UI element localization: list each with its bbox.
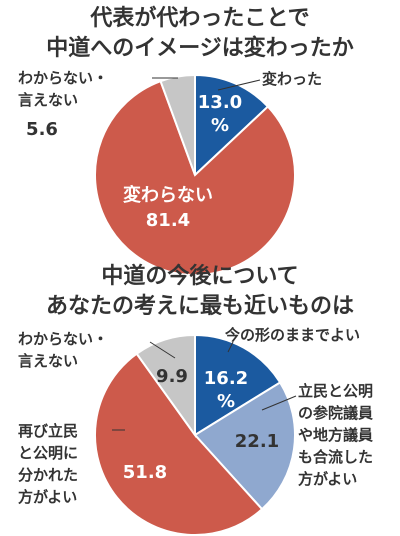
chart1-value-changed: 13.0 — [198, 92, 242, 113]
chart2-slice-split — [94, 352, 264, 536]
chart2-label-merge-line2: の参院議員 — [298, 404, 373, 422]
chart2-label-merge-line5: 方がよい — [298, 470, 357, 488]
chart2-label-split-line1: 再び立民 — [18, 422, 78, 440]
chart1-label-unknown-line1: わからない・ — [18, 69, 108, 87]
chart2-pie — [94, 333, 296, 536]
chart1-value-unchanged: 81.4 — [146, 210, 190, 231]
chart2-label-unknown-line2: 言えない — [18, 352, 78, 370]
chart2-label-unknown-line1: わからない・ — [18, 330, 108, 348]
chart1-pie — [94, 73, 296, 276]
chart1-title-line1: 代表が代わったことで — [89, 5, 309, 31]
chart1-changed-leader — [217, 79, 261, 91]
chart1-slice-unknown — [159, 73, 196, 176]
chart2-value-unknown: 9.9 — [156, 366, 188, 387]
chart2-merge-leader — [261, 395, 297, 411]
chart2-label-split-line3: 分かれた — [18, 466, 78, 484]
chart2-value-current: 16.2 — [204, 368, 248, 389]
chart1-label-unknown-line2: 言えない — [18, 91, 78, 109]
chart1-label-unchanged: 変わらない — [123, 184, 213, 206]
chart2-unknown-leader — [149, 341, 176, 359]
chart1-value-unknown: 5.6 — [26, 119, 58, 140]
chart2-title-line1: 中道の今後について — [101, 263, 298, 289]
chart2-label-split-line2: と公明に — [18, 444, 78, 462]
chart2-label-split-line4: 方がよい — [18, 488, 77, 506]
chart2-value-merge: 22.1 — [235, 431, 279, 452]
chart2-current-leader — [227, 341, 234, 353]
chart2-slice-merge — [193, 381, 296, 511]
chart2-value-current-unit: % — [217, 391, 235, 412]
chart2-title-line2: あなたの考えに最も近いものは — [46, 293, 354, 319]
chart1-slice-unchanged — [94, 79, 296, 276]
chart2-value-split: 51.8 — [123, 462, 167, 483]
chart1-slice-changed — [194, 73, 270, 178]
chart1-label-changed: 変わった — [262, 70, 322, 88]
chart1-title-line2: 中道へのイメージは変わったか — [46, 35, 354, 61]
chart1-value-changed-unit: % — [211, 115, 229, 136]
chart2-slice-current — [194, 333, 282, 437]
chart2-label-merge-line4: も合流した — [298, 448, 373, 466]
chart2-label-current: 今の形のままでよい — [224, 326, 360, 344]
chart2-label-merge-line1: 立民と公明 — [298, 382, 373, 400]
chart2-label-merge-line3: や地方議員 — [298, 426, 373, 444]
chart2-slice-unknown — [135, 333, 196, 439]
